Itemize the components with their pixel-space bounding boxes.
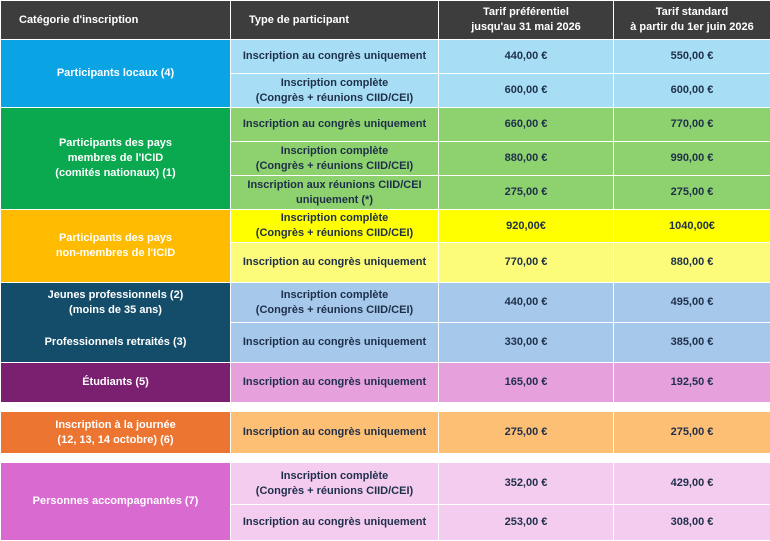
table-row: Étudiants (5) Inscription au congrès uni… (1, 363, 770, 403)
type-cell: Inscription au congrès uniquement (231, 363, 439, 403)
category-cell: Étudiants (5) (1, 363, 231, 403)
header-type: Type de participant (231, 1, 439, 40)
early-rate-cell: 330,00 € (439, 323, 614, 363)
table-row: Personnes accompagnantes (7) Inscription… (1, 463, 770, 505)
standard-rate-cell: 770,00 € (614, 108, 770, 142)
type-cell: Inscription complète (Congrès + réunions… (231, 283, 439, 323)
category-cell: Inscription à la journée (12, 13, 14 oct… (1, 412, 231, 454)
spacer-row (1, 454, 770, 463)
standard-rate-cell: 385,00 € (614, 323, 770, 363)
early-rate-cell: 275,00 € (439, 412, 614, 454)
standard-rate-cell: 990,00 € (614, 142, 770, 176)
type-cell: Inscription complète (Congrès + réunions… (231, 74, 439, 108)
type-cell: Inscription complète (Congrès + réunions… (231, 142, 439, 176)
standard-rate-cell: 429,00 € (614, 463, 770, 505)
category-cell: Participants des pays membres de l'ICID … (1, 108, 231, 210)
category-cell: Participants des pays non-membres de l'I… (1, 210, 231, 283)
table-row: Inscription à la journée (12, 13, 14 oct… (1, 412, 770, 454)
early-rate-cell: 440,00 € (439, 283, 614, 323)
standard-rate-cell: 600,00 € (614, 74, 770, 108)
type-cell: Inscription au congrès uniquement (231, 323, 439, 363)
type-cell: Inscription au congrès uniquement (231, 412, 439, 454)
early-rate-cell: 880,00 € (439, 142, 614, 176)
early-rate-cell: 352,00 € (439, 463, 614, 505)
spacer-row (1, 403, 770, 412)
standard-rate-cell: 550,00 € (614, 40, 770, 74)
type-cell: Inscription au congrès uniquement (231, 40, 439, 74)
type-cell: Inscription au congrès uniquement (231, 505, 439, 541)
header-row: Catégorie d'inscription Type de particip… (1, 1, 770, 40)
standard-rate-cell: 495,00 € (614, 283, 770, 323)
header-category: Catégorie d'inscription (1, 1, 231, 40)
standard-rate-cell: 192,50 € (614, 363, 770, 403)
type-cell: Inscription complète (Congrès + réunions… (231, 210, 439, 243)
table-row: Participants des pays membres de l'ICID … (1, 108, 770, 142)
category-cell: Personnes accompagnantes (7) (1, 463, 231, 541)
early-rate-cell: 165,00 € (439, 363, 614, 403)
early-rate-cell: 440,00 € (439, 40, 614, 74)
category-cell: Jeunes professionnels (2) (moins de 35 a… (1, 283, 231, 323)
early-rate-cell: 253,00 € (439, 505, 614, 541)
standard-rate-cell: 275,00 € (614, 176, 770, 210)
standard-rate-cell: 880,00 € (614, 243, 770, 283)
early-rate-cell: 600,00 € (439, 74, 614, 108)
table-row: Participants locaux (4) Inscription au c… (1, 40, 770, 74)
type-cell: Inscription aux réunions CIID/CEI unique… (231, 176, 439, 210)
table-row: Professionnels retraités (3) Inscription… (1, 323, 770, 363)
early-rate-cell: 275,00 € (439, 176, 614, 210)
category-cell-retired: Professionnels retraités (3) (1, 323, 231, 363)
header-early-rate: Tarif préférentiel jusqu'au 31 mai 2026 (439, 1, 614, 40)
table-row: Participants des pays non-membres de l'I… (1, 210, 770, 243)
table-row: Jeunes professionnels (2) (moins de 35 a… (1, 283, 770, 323)
early-rate-cell: 770,00 € (439, 243, 614, 283)
type-cell: Inscription au congrès uniquement (231, 243, 439, 283)
standard-rate-cell: 275,00 € (614, 412, 770, 454)
standard-rate-cell: 308,00 € (614, 505, 770, 541)
early-rate-cell: 920,00€ (439, 210, 614, 243)
type-cell: Inscription au congrès uniquement (231, 108, 439, 142)
standard-rate-cell: 1040,00€ (614, 210, 770, 243)
header-standard-rate: Tarif standard à partir du 1er juin 2026 (614, 1, 770, 40)
early-rate-cell: 660,00 € (439, 108, 614, 142)
category-cell: Participants locaux (4) (1, 40, 231, 108)
type-cell: Inscription complète (Congrès + réunions… (231, 463, 439, 505)
